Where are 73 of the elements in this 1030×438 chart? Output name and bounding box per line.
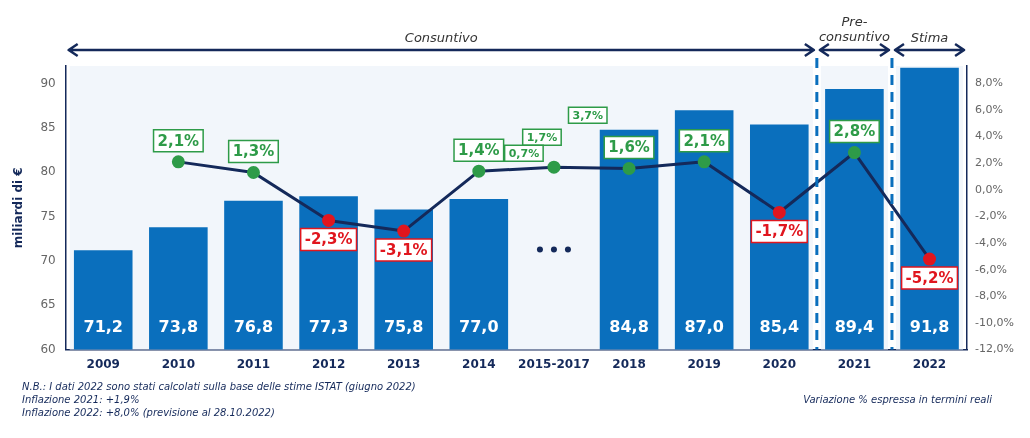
data-label: 89,4 [834,316,875,336]
data-label: 91,8 [909,316,950,336]
y2-tick-label: 6,0% [975,102,1004,116]
text: N.B.: I dati 2022 sono stati calcolati sulla base delle stime ISTAT (giugno 2022) [22,380,416,393]
y2-tick-label: -6,0% [975,262,1008,276]
y-tick-label: 65 [40,297,56,312]
point [547,160,561,174]
x-tick-label: 2015-2017 [518,356,590,371]
annotation: 0,7% [508,147,540,161]
y2-tick-label: 2,0% [975,156,1004,170]
data-label: 87,0 [684,316,724,336]
data-label: -5,2% [905,268,954,287]
x-tick-label: 2009 [86,356,120,371]
data-label: 76,8 [233,316,274,336]
data-label: 75,8 [383,316,424,336]
x-tick-label: 2014 [462,356,496,371]
x-tick-label: 2020 [762,356,796,371]
band-label: Consuntivo [404,30,478,45]
point [772,205,786,219]
y2-tick-label: -2,0% [975,209,1008,223]
data-label: -1,7% [755,222,804,241]
text: Inflazione 2022: +8,0% (previsione al 28.10.2022) [22,406,276,419]
data-label: 2,8% [833,122,876,141]
y2-tick-label: 8,0% [975,76,1004,90]
y2-tick-label: 4,0% [975,129,1004,143]
point [847,146,861,160]
data-label: 85,4 [759,316,800,336]
y-tick-label: 80 [40,164,56,179]
x-tick-label: 2022 [912,356,947,371]
y-tick-label: 60 [40,341,56,356]
data-label: 1,3% [232,142,275,161]
annotation: 3,7% [572,109,603,123]
y2-tick-label: -12,0% [975,342,1015,356]
y2-tick-label: 0,0% [975,182,1004,196]
data-label: 2,1% [683,131,725,150]
data-label: 1,4% [458,141,500,160]
x-tick-label: 2010 [161,356,196,371]
data-label: 77,0 [459,316,499,336]
band-label: Stima [910,30,949,45]
data-label: 73,8 [158,316,199,336]
point [622,162,636,176]
point [397,224,411,238]
x-tick-label: 2013 [387,356,421,371]
data-label: 84,8 [609,316,649,336]
text: Variazione % espressa in termini reali [803,393,992,406]
point [697,155,711,169]
data-label: 1,6% [608,138,650,157]
point [923,252,937,266]
data-label: 71,2 [83,316,123,336]
point [322,213,336,227]
y-tick-label: 90 [40,75,56,90]
y-tick-label: 70 [40,253,56,268]
y2-tick-label: -4,0% [975,235,1008,249]
band-label: Pre-consuntivo [818,14,890,44]
x-tick-label: 2012 [311,356,346,371]
x-tick-label: 2011 [236,356,271,371]
y-axis-title: miliardi di € [11,167,26,249]
data-label: 2,1% [157,131,200,150]
point [472,164,486,178]
x-tick-label: 2019 [687,356,721,371]
y2-tick-label: -10,0% [975,315,1015,329]
y-tick-label: 75 [40,208,56,223]
text: Inflazione 2021: +1,9% [22,393,141,406]
x-tick-label: 2018 [612,356,646,371]
y2-tick-label: -8,0% [975,289,1008,303]
data-label: 1,7% [526,131,558,145]
data-label: -3,1% [379,240,428,259]
y-tick-label: 85 [40,120,56,135]
data-label: -2,3% [304,230,353,249]
data-label: 77,3 [308,316,349,336]
point [246,166,260,180]
point [171,155,185,169]
x-tick-label: 2021 [837,356,872,371]
